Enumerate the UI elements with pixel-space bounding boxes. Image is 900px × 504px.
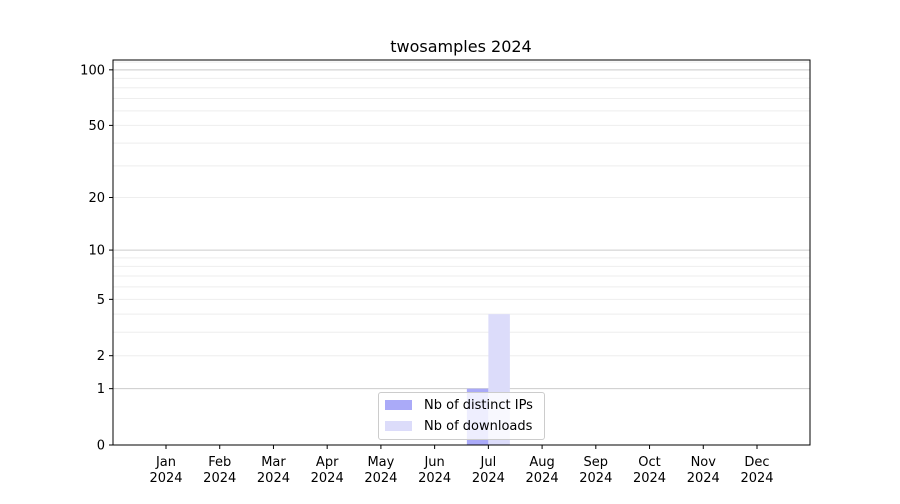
x-tick-label: Apr [316, 455, 339, 470]
x-tick-label: 2024 [472, 471, 505, 486]
y-tick-label: 0 [97, 439, 105, 454]
legend-label: Nb of downloads [424, 418, 533, 434]
legend-swatch [385, 421, 412, 431]
x-tick-label: 2024 [149, 471, 182, 486]
x-tick-label: 2024 [633, 471, 666, 486]
x-tick-label: 2024 [526, 471, 559, 486]
legend-item-downloads: Nb of downloads [385, 417, 532, 435]
x-tick-label: May [367, 455, 394, 470]
x-tick-label: Jan [155, 455, 176, 470]
axes-frame [112, 59, 811, 446]
x-tick-label: 2024 [687, 471, 720, 486]
legend-swatch [385, 400, 412, 410]
x-tick-label: 2024 [579, 471, 612, 486]
y-tick-label: 20 [88, 191, 105, 206]
x-tick-label: Jul [480, 455, 497, 470]
y-tick-label: 5 [97, 293, 105, 308]
y-tick-label: 2 [97, 349, 105, 364]
x-tick-label: Sep [584, 455, 609, 470]
x-tick-label: Jun [423, 455, 444, 470]
x-tick-label: Aug [529, 455, 554, 470]
x-tick-label: 2024 [740, 471, 773, 486]
chart-title: twosamples 2024 [390, 37, 531, 56]
x-tick-label: 2024 [311, 471, 344, 486]
x-tick-label: Mar [261, 455, 286, 470]
y-tick-label: 50 [88, 119, 105, 134]
y-tick-label: 10 [88, 244, 105, 259]
x-tick-label: Dec [744, 455, 769, 470]
legend-label: Nb of distinct IPs [424, 397, 533, 413]
x-tick-label: Oct [638, 455, 660, 470]
legend: Nb of distinct IPs Nb of downloads [378, 392, 545, 440]
y-tick-label: 1 [97, 382, 105, 397]
x-tick-label: 2024 [364, 471, 397, 486]
x-tick-label: 2024 [257, 471, 290, 486]
x-tick-label: Feb [208, 455, 231, 470]
x-tick-label: Nov [691, 455, 717, 470]
x-tick-label: 2024 [203, 471, 236, 486]
y-tick-label: 100 [80, 63, 105, 78]
x-tick-label: 2024 [418, 471, 451, 486]
legend-item-distinct-ips: Nb of distinct IPs [385, 396, 533, 414]
